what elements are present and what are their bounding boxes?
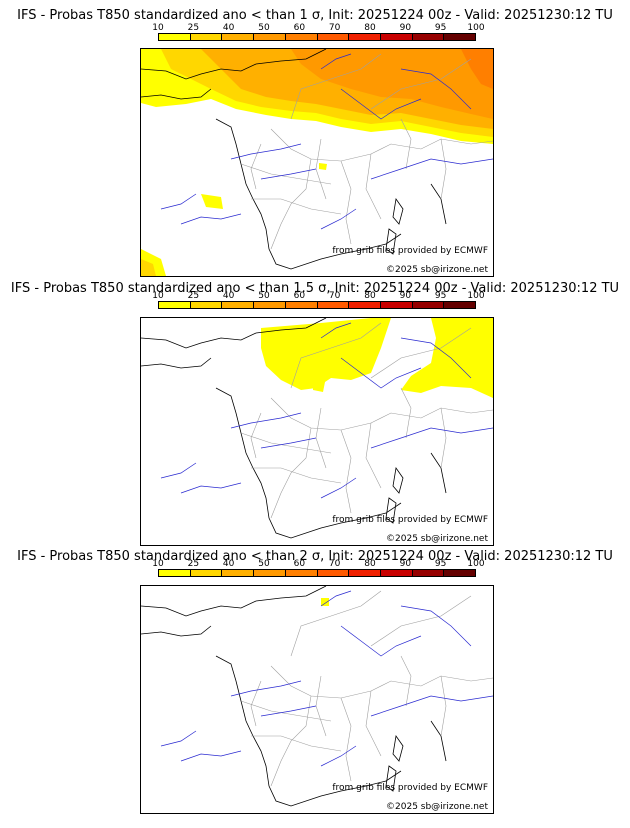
scale-swatch (412, 302, 445, 308)
scale-tick-label: 50 (258, 559, 270, 569)
scale-swatch (380, 570, 413, 576)
scale-swatch (159, 570, 191, 576)
scale-swatch (349, 34, 381, 40)
scale-tick-label: 25 (187, 559, 200, 569)
scale-swatch (380, 302, 413, 308)
scale-swatch (285, 570, 318, 576)
panel-title: IFS - Probas T850 standardized ano < tha… (17, 549, 613, 564)
scale-tick-label: 100 (467, 23, 485, 33)
prob-area-10-east (401, 318, 493, 398)
scale-tick-labels: 10 25 40 50 60 70 80 90 95 100 (152, 23, 484, 33)
map-credit-source: from grib files provided by ECMWF (332, 246, 488, 256)
prob-area-60 (461, 49, 493, 89)
scale-swatch (285, 34, 318, 40)
map-drawing (141, 49, 493, 276)
scale-tick-label: 100 (467, 291, 485, 301)
scale-swatch (380, 34, 413, 40)
scale-swatch (159, 302, 191, 308)
map-credit-copyright: ©2025 sb@irizone.net (386, 265, 488, 275)
scale-tick-label: 60 (293, 23, 306, 33)
scale-swatch (190, 570, 223, 576)
map-drawing (141, 586, 493, 807)
map-drawing (141, 318, 493, 539)
scale-swatch (222, 34, 255, 40)
scale-swatch (222, 302, 255, 308)
scale-swatch (349, 302, 381, 308)
rivers (160, 53, 493, 230)
scale-swatch (254, 570, 286, 576)
prob-area-centre (201, 194, 223, 209)
scale-tick-label: 60 (293, 291, 306, 301)
prob-area-50 (291, 49, 493, 119)
scale-swatch (190, 34, 223, 40)
scale-tick-label: 80 (364, 559, 376, 569)
scale-tick-label: 80 (364, 291, 376, 301)
map-credit-source: from grib files provided by ECMWF (332, 783, 488, 793)
scale-tick-label: 90 (399, 291, 412, 301)
scale-swatch (444, 302, 476, 308)
scale-tick-label: 10 (152, 291, 164, 301)
prob-area-small (319, 163, 327, 170)
scale-swatch (349, 570, 381, 576)
scale-swatch (317, 302, 350, 308)
scale-swatch (285, 302, 318, 308)
scale-tick-label: 80 (364, 23, 376, 33)
probability-map: from grib files provided by ECMWF ©2025 … (140, 585, 494, 814)
scale-tick-label: 25 (187, 23, 200, 33)
scale-tick-label: 50 (258, 291, 270, 301)
prob-area-sw-25 (141, 259, 156, 276)
scale-swatch (412, 570, 445, 576)
scale-tick-label: 95 (434, 291, 447, 301)
prob-area-small (313, 380, 325, 392)
scale-tick-label: 100 (467, 559, 485, 569)
scale-swatch (190, 302, 223, 308)
scale-swatch (317, 570, 350, 576)
scale-tick-label: 90 (399, 559, 412, 569)
scale-color-bar (158, 301, 476, 309)
panel-title: IFS - Probas T850 standardized ano < tha… (17, 8, 613, 23)
scale-tick-label: 70 (328, 291, 341, 301)
scale-swatch (444, 570, 476, 576)
scale-tick-label: 10 (152, 23, 164, 33)
scale-tick-label: 60 (293, 559, 306, 569)
scale-tick-label: 40 (222, 291, 235, 301)
scale-color-bar (158, 569, 476, 577)
scale-tick-label: 70 (328, 23, 341, 33)
scale-tick-label: 90 (399, 23, 412, 33)
scale-swatch (159, 34, 191, 40)
scale-tick-label: 25 (187, 291, 200, 301)
scale-tick-label: 70 (328, 559, 341, 569)
scale-color-bar (158, 33, 476, 41)
scale-tick-label: 40 (222, 559, 235, 569)
scale-swatch (254, 302, 286, 308)
scale-tick-label: 50 (258, 23, 270, 33)
probability-map: from grib files provided by ECMWF ©2025 … (140, 48, 494, 277)
scale-tick-label: 95 (434, 559, 447, 569)
map-credit-copyright: ©2025 sb@irizone.net (386, 802, 488, 812)
scale-tick-label: 40 (222, 23, 235, 33)
scale-swatch (254, 34, 286, 40)
country-borders (240, 590, 493, 787)
scale-tick-label: 95 (434, 23, 447, 33)
panel-title: IFS - Probas T850 standardized ano < tha… (10, 281, 620, 296)
probability-map: from grib files provided by ECMWF ©2025 … (140, 317, 494, 546)
scale-tick-labels: 10 25 40 50 60 70 80 90 95 100 (152, 291, 484, 301)
coastline (141, 586, 447, 807)
scale-tick-label: 10 (152, 559, 164, 569)
map-credit-source: from grib files provided by ECMWF (332, 515, 488, 525)
scale-swatch (222, 570, 255, 576)
scale-swatch (444, 34, 476, 40)
rivers (160, 322, 493, 499)
scale-swatch (412, 34, 445, 40)
rivers (160, 590, 493, 767)
scale-swatch (317, 34, 350, 40)
map-credit-copyright: ©2025 sb@irizone.net (386, 534, 488, 544)
prob-area-10-north (261, 318, 391, 390)
prob-area-small (321, 598, 329, 606)
scale-tick-labels: 10 25 40 50 60 70 80 90 95 100 (152, 559, 484, 569)
